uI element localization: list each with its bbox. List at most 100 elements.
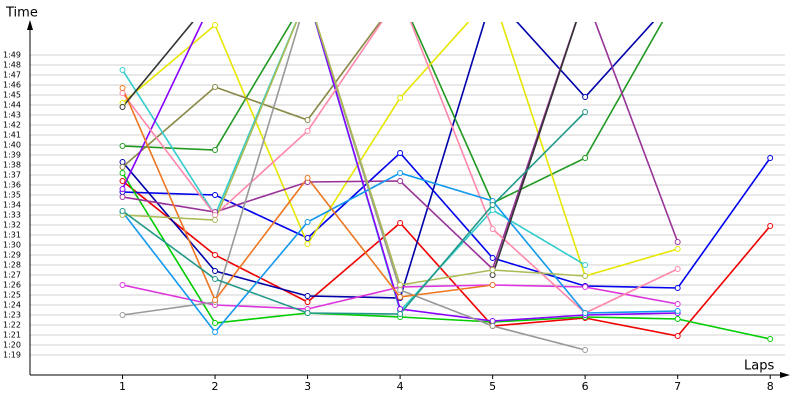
y-tick-label: 1:35: [3, 191, 21, 200]
data-point: [397, 95, 404, 101]
data-point: [119, 186, 126, 192]
data-point: [119, 164, 126, 170]
data-point: [119, 104, 126, 110]
data-point: [212, 297, 219, 303]
data-point: [397, 282, 404, 288]
data-point: [674, 316, 681, 322]
data-point: [397, 287, 404, 293]
data-point: [767, 223, 774, 229]
x-tick-label: 2: [212, 380, 219, 393]
x-tick-label: 3: [304, 380, 311, 393]
data-point: [582, 284, 589, 290]
y-tick-label: 1:37: [3, 171, 21, 180]
data-point: [119, 85, 126, 91]
data-point: [674, 308, 681, 314]
data-point: [212, 192, 219, 198]
x-tick-label: 4: [397, 380, 404, 393]
series-line: [122, 22, 382, 168]
data-point: [304, 128, 311, 134]
y-tick-label: 1:42: [3, 121, 21, 130]
data-point: [212, 276, 219, 282]
series-line: [121, 172, 771, 340]
data-point: [397, 178, 404, 184]
y-axis-arrow: [27, 20, 33, 30]
data-point: [212, 268, 219, 274]
data-point: [304, 299, 311, 305]
data-point: [582, 109, 589, 115]
data-point: [489, 323, 496, 329]
data-point: [304, 117, 311, 123]
data-point: [582, 94, 589, 100]
series-line: [122, 180, 771, 337]
x-axis-arrow: [780, 372, 790, 378]
data-point: [489, 255, 496, 261]
y-tick-label: 1:23: [3, 311, 21, 320]
data-point: [212, 22, 219, 28]
data-point: [489, 226, 496, 232]
data-point: [489, 282, 496, 288]
series-line: [122, 111, 586, 315]
data-point: [397, 311, 404, 317]
data-point: [674, 301, 681, 307]
y-tick-label: 1:46: [3, 81, 21, 90]
data-point: [212, 212, 219, 218]
data-point: [119, 208, 126, 214]
data-point: [212, 252, 219, 258]
y-tick-label: 1:26: [3, 281, 21, 290]
data-point: [582, 310, 589, 316]
x-tick-label: 1: [119, 380, 126, 393]
data-point: [304, 175, 311, 181]
data-point: [397, 170, 404, 176]
y-tick-label: 1:30: [3, 241, 21, 250]
data-point: [304, 241, 311, 247]
data-point: [582, 273, 589, 279]
data-point: [119, 312, 126, 318]
data-point: [397, 220, 404, 226]
y-tick-label: 1:32: [3, 221, 21, 230]
y-tick-label: 1:33: [3, 211, 21, 220]
data-point: [674, 239, 681, 245]
y-tick-label: 1:34: [3, 201, 21, 210]
data-point: [212, 217, 219, 223]
y-tick-label: 1:22: [3, 321, 21, 330]
data-point: [212, 320, 219, 326]
x-tick-label: 5: [489, 380, 496, 393]
data-point: [674, 333, 681, 339]
series-line: [122, 151, 771, 289]
y-tick-label: 1:27: [3, 271, 21, 280]
data-point: [489, 272, 496, 278]
data-point: [304, 219, 311, 225]
data-point: [212, 329, 219, 335]
x-tick-label: 8: [767, 380, 774, 393]
data-point: [119, 159, 126, 165]
y-tick-label: 1:49: [3, 51, 21, 60]
y-tick-label: 1:31: [3, 231, 21, 240]
y-tick-label: 1:25: [3, 291, 21, 300]
y-tick-label: 1:20: [3, 341, 21, 350]
data-point: [767, 155, 774, 161]
data-point: [119, 67, 126, 73]
y-tick-label: 1:21: [3, 331, 21, 340]
y-tick-label: 1:24: [3, 301, 21, 310]
data-point: [397, 294, 404, 300]
y-tick-label: 1:47: [3, 71, 21, 80]
data-point: [304, 293, 311, 299]
x-tick-label: 6: [582, 380, 589, 393]
y-tick-label: 1:19: [3, 351, 21, 360]
grid: [30, 54, 785, 356]
data-point: [397, 306, 404, 312]
data-point: [119, 143, 126, 149]
y-tick-label: 1:45: [3, 91, 21, 100]
y-tick-label: 1:39: [3, 151, 21, 160]
x-tick-label: 7: [674, 380, 681, 393]
data-point: [119, 282, 126, 288]
data-point: [119, 90, 126, 96]
series-line: [121, 22, 679, 314]
y-tick-label: 1:28: [3, 261, 21, 270]
x-axis-label: Laps: [744, 359, 774, 374]
data-point: [119, 194, 126, 200]
data-point: [767, 336, 774, 342]
y-tick-label: 1:43: [3, 111, 21, 120]
data-point: [674, 285, 681, 291]
data-point: [212, 147, 219, 153]
